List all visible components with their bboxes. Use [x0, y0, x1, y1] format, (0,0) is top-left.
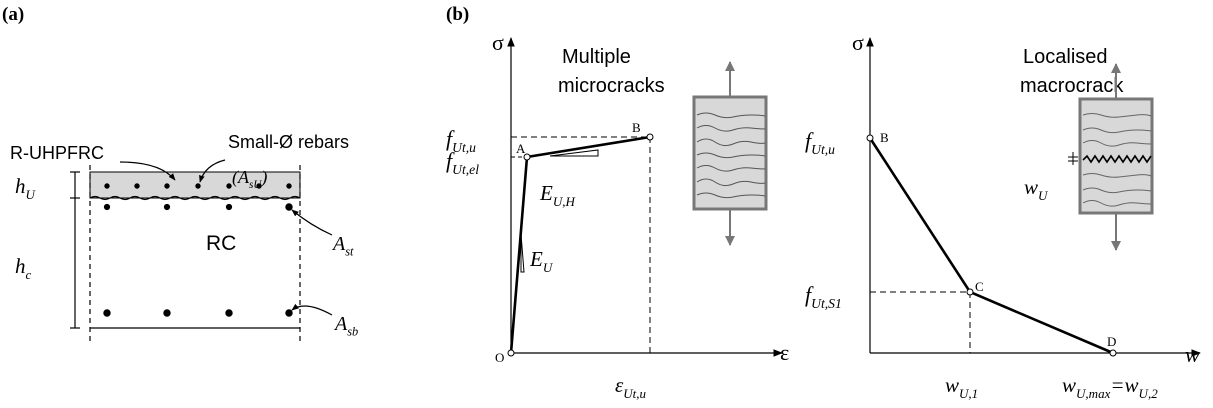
math-label: EU: [529, 247, 554, 275]
point: [135, 184, 139, 188]
math-label: εUt,u: [615, 373, 647, 401]
shape: [292, 210, 332, 235]
math-label: fUt,S1: [805, 282, 842, 311]
point: [286, 310, 292, 316]
subscript: Ut,S1: [811, 296, 842, 311]
label: A: [516, 141, 526, 156]
text-part: h: [15, 174, 26, 198]
specimen: [1080, 99, 1152, 213]
subscript: U: [1038, 188, 1049, 203]
label: σ: [492, 30, 504, 55]
subscript: st: [345, 245, 354, 259]
point: [287, 184, 291, 188]
label: (a): [2, 4, 24, 25]
math-label: Ast: [331, 233, 354, 259]
subscript: U,2: [1139, 386, 1159, 401]
point: [165, 184, 169, 188]
label: R-UHPFRC: [10, 143, 104, 163]
text-part: E: [529, 247, 543, 271]
text-part: w: [1062, 373, 1076, 397]
point: [1110, 350, 1116, 356]
subscript: U: [543, 260, 554, 275]
subscript: U: [26, 187, 37, 202]
label: macrocrack: [1020, 75, 1124, 97]
point: [226, 204, 231, 209]
math-label: wU,1: [945, 373, 978, 401]
label: D: [1107, 334, 1116, 349]
text-part: w: [1024, 175, 1038, 199]
subscript: c: [26, 267, 32, 282]
subscript: sU: [249, 179, 262, 191]
label: w: [1185, 342, 1200, 367]
subscript: Ut,u: [811, 142, 835, 157]
subscript: Ut,u: [452, 140, 476, 155]
text-part: ): [260, 167, 267, 188]
math-label: hU: [15, 174, 37, 202]
label: B: [880, 130, 889, 145]
subscript: Ut,el: [452, 162, 479, 177]
math-label: hc: [15, 254, 32, 282]
point: [164, 204, 169, 209]
point: [105, 184, 109, 188]
text-part: h: [15, 254, 26, 278]
subscript: sb: [347, 325, 358, 339]
label: Multiple: [562, 46, 631, 68]
point: [227, 184, 231, 188]
stress-strain-curve: [511, 137, 650, 353]
point: [164, 310, 170, 316]
point: [104, 204, 109, 209]
point: [104, 310, 110, 316]
math-label: wU: [1024, 175, 1049, 203]
point: [196, 184, 200, 188]
text-part: A: [331, 233, 346, 255]
point: [647, 134, 653, 140]
text-part: A: [333, 313, 348, 335]
subscript: U,H: [553, 194, 576, 209]
label: B: [632, 120, 641, 135]
subscript: U,1: [959, 386, 978, 401]
label: RC: [206, 232, 236, 255]
label: (b): [446, 4, 469, 25]
text-part: w: [945, 373, 959, 397]
math-label: wU,max=wU,2: [1062, 373, 1158, 401]
uhpfrc-layer: [90, 172, 300, 198]
subscript: U,max: [1076, 386, 1111, 401]
math-label: EU,H: [539, 181, 575, 209]
label: O: [495, 350, 504, 365]
figure: (a)hUhcR-UHPFRCSmall-Ø rebars(AsU)RCAstA…: [0, 0, 1213, 408]
point: [867, 135, 873, 141]
label: Small-Ø rebars: [228, 132, 349, 152]
math-label: Asb: [333, 313, 358, 339]
text-part: =w: [1110, 373, 1138, 397]
math-label: fUt,u: [805, 128, 835, 157]
text-part: (A: [232, 167, 250, 188]
label: C: [975, 279, 984, 294]
point: [508, 350, 514, 356]
label: Localised: [1023, 46, 1108, 68]
point: [286, 204, 292, 210]
label: microcracks: [558, 75, 665, 97]
label: σ: [852, 30, 864, 55]
text-part: E: [539, 181, 553, 205]
subscript: Ut,u: [623, 386, 646, 401]
slope-triangle: [521, 234, 524, 272]
label: ε: [780, 340, 789, 365]
shape: [292, 306, 332, 315]
softening-curve: [870, 138, 1113, 353]
point: [226, 310, 232, 316]
point: [967, 289, 973, 295]
